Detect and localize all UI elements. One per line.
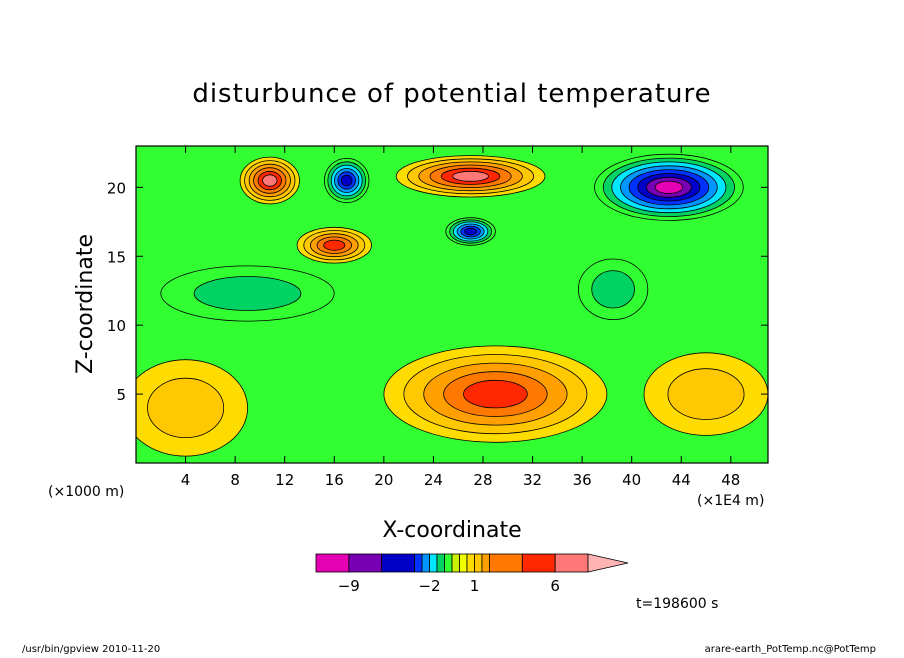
y-axis: 5 10 15 20 <box>107 179 768 404</box>
colorbar-swatch <box>521 553 556 573</box>
colorbar-swatch <box>348 553 383 573</box>
y-tick-label: 20 <box>107 179 126 197</box>
x-tick-label: 48 <box>721 471 740 489</box>
contour-field <box>136 153 768 457</box>
colorbar: −9 −2 1 6 <box>315 553 629 595</box>
x-tick-label: 16 <box>325 471 344 489</box>
contour-region-0-5 <box>262 174 278 187</box>
contour-region-6-1 <box>193 276 302 311</box>
x-tick-label: 36 <box>573 471 592 489</box>
colorbar-swatch <box>451 553 460 573</box>
x-tick-label: 8 <box>230 471 240 489</box>
time-label: t=198600 s <box>636 596 718 612</box>
x-tick-label: 32 <box>523 471 542 489</box>
plot-frame <box>135 145 769 464</box>
x-axis-title: X-coordinate <box>382 518 521 543</box>
colorbar-tick-label: 6 <box>550 577 560 595</box>
colorbar-swatch <box>429 553 438 573</box>
colorbar-tick-label: −9 <box>338 577 360 595</box>
x-tick-label: 44 <box>672 471 691 489</box>
colorbar-swatch <box>459 553 468 573</box>
plot-area <box>136 146 768 463</box>
colorbar-tick-label: −2 <box>418 577 440 595</box>
x-tick-label: 40 <box>622 471 641 489</box>
contour-region-8-1 <box>147 377 225 438</box>
colorbar-tick-label: 1 <box>470 577 480 595</box>
contour-region-10-1 <box>667 368 745 420</box>
contour-region-1-5 <box>452 170 490 182</box>
colorbar-swatch <box>481 553 490 573</box>
footer-right: arare-earth_PotTemp.nc@PotTemp <box>705 644 876 654</box>
x-unit-right: (×1E4 m) <box>697 493 764 509</box>
x-tick-label: 4 <box>181 471 191 489</box>
chart-title: disturbunce of potential temperature <box>192 79 711 109</box>
x-tick-label: 20 <box>374 471 393 489</box>
colorbar-arrow <box>587 553 629 573</box>
colorbar-swatch <box>436 553 445 573</box>
colorbar-swatch <box>414 553 423 573</box>
y-tick-label: 10 <box>107 317 126 335</box>
y-tick-label: 15 <box>107 248 126 266</box>
colorbar-swatch <box>466 553 475 573</box>
colorbar-swatch <box>489 553 523 573</box>
contour-region-7-1 <box>591 270 635 309</box>
colorbar-swatch <box>315 553 350 573</box>
x-unit-left: (×1000 m) <box>48 484 124 500</box>
contour-region-9-4 <box>463 379 528 409</box>
y-axis-title: Z-coordinate <box>73 234 98 374</box>
colorbar-swatch <box>444 553 453 573</box>
colorbar-swatch <box>474 553 483 573</box>
colorbar-swatch <box>381 553 415 573</box>
contour-region-3-5 <box>340 174 353 187</box>
y-tick-label: 5 <box>116 386 126 404</box>
colorbar-swatch <box>554 553 589 573</box>
x-tick-label: 24 <box>424 471 443 489</box>
x-tick-label: 28 <box>473 471 492 489</box>
colorbar-swatch <box>421 553 430 573</box>
x-tick-label: 12 <box>275 471 294 489</box>
footer-left: /usr/bin/gpview 2010-11-20 <box>22 644 160 654</box>
contour-region-2-4 <box>323 239 346 251</box>
x-axis: 4 8 12 16 20 24 28 32 36 40 44 48 <box>181 146 740 489</box>
contour-region-4-5 <box>464 227 478 236</box>
contour-region-5-7 <box>654 180 684 194</box>
